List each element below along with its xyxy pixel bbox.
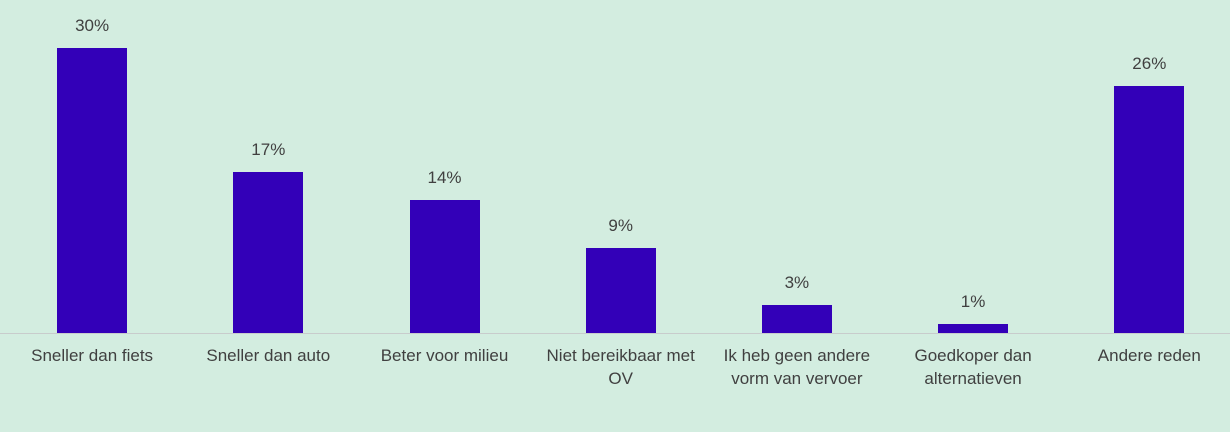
bar <box>938 323 1009 333</box>
bar <box>233 171 304 333</box>
x-tick-label: Andere reden <box>1097 346 1201 365</box>
data-label: 26% <box>1132 54 1167 73</box>
data-label: 9% <box>608 215 633 235</box>
data-label: 14% <box>427 168 462 187</box>
x-tick-label: Beter voor milieu <box>380 346 509 365</box>
x-tick-label: Ik heb geen andere vorm van vervoer <box>723 346 871 388</box>
baseline <box>0 333 1230 334</box>
bar <box>1114 86 1185 333</box>
bar <box>761 304 832 333</box>
bar <box>57 48 128 333</box>
bar <box>409 200 480 333</box>
x-tick-label: Sneller dan fiets <box>31 346 154 365</box>
data-label: 30% <box>75 16 110 35</box>
x-tick-label: Niet bereikbaar met OV <box>546 346 695 388</box>
x-tick-label: Goedkoper dan alternatieven <box>914 346 1032 388</box>
data-label: 1% <box>960 291 986 311</box>
data-label: 3% <box>784 272 810 292</box>
x-tick-label: Sneller dan auto <box>206 346 331 365</box>
data-label: 17% <box>251 139 286 159</box>
bar <box>585 247 656 333</box>
